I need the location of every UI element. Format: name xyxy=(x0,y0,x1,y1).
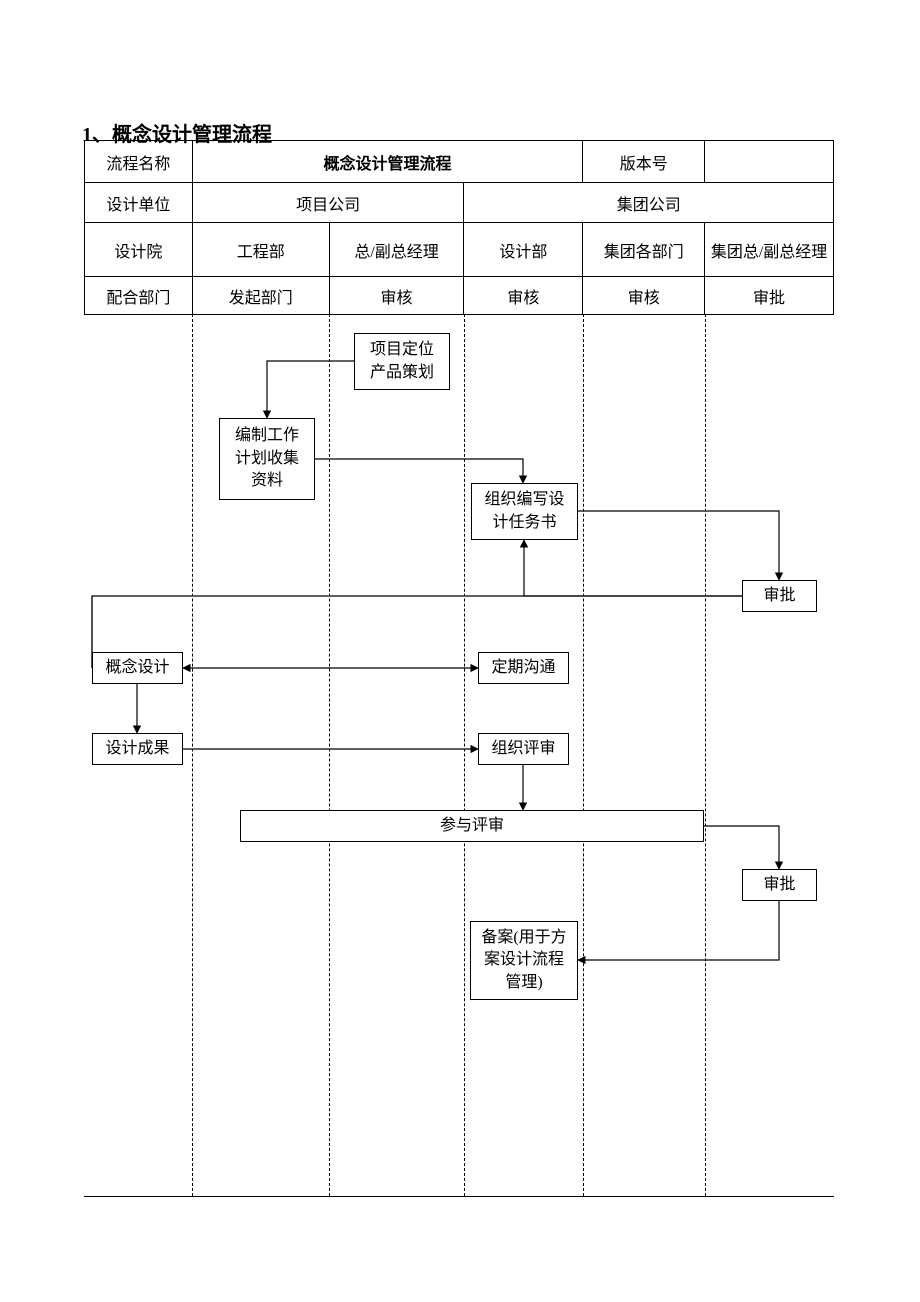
page-canvas: 1、概念设计管理流程 流程名称 概念设计管理流程 版本号 设计单位 项目公司 集… xyxy=(0,0,920,1302)
cell-r0c2: 版本号 xyxy=(583,141,705,183)
cell-r1c1: 项目公司 xyxy=(192,183,464,223)
flow-node-n_app1: 审批 xyxy=(742,580,817,612)
cell-r0c0: 流程名称 xyxy=(85,141,193,183)
flow-edge xyxy=(704,826,779,869)
swimlane-divider xyxy=(192,314,193,1196)
flow-node-n_part: 参与评审 xyxy=(240,810,704,842)
flow-edge xyxy=(315,459,523,483)
flow-node-n_app2: 审批 xyxy=(742,869,817,901)
flow-node-n_result: 设计成果 xyxy=(92,733,183,765)
header-table: 流程名称 概念设计管理流程 版本号 设计单位 项目公司 集团公司 设计院 工程部… xyxy=(84,140,834,315)
bottom-border xyxy=(84,1196,834,1197)
cell-r3c2: 审核 xyxy=(329,277,464,315)
flow-node-n_pos: 项目定位产品策划 xyxy=(354,333,450,390)
flow-edge xyxy=(578,901,779,960)
cell-r2c3: 设计部 xyxy=(464,223,583,277)
cell-r2c2: 总/副总经理 xyxy=(329,223,464,277)
flow-node-n_plan: 编制工作计划收集资料 xyxy=(219,418,315,500)
cell-r3c3: 审核 xyxy=(464,277,583,315)
flow-node-n_comm: 定期沟通 xyxy=(478,652,569,684)
cell-r1c0: 设计单位 xyxy=(85,183,193,223)
cell-r0c3 xyxy=(705,141,834,183)
flow-edge xyxy=(267,361,354,418)
cell-r3c1: 发起部门 xyxy=(192,277,329,315)
flow-edge xyxy=(578,511,779,580)
flow-node-n_concept: 概念设计 xyxy=(92,652,183,684)
cell-r0c1: 概念设计管理流程 xyxy=(192,141,582,183)
cell-r3c5: 审批 xyxy=(705,277,834,315)
cell-r3c0: 配合部门 xyxy=(85,277,193,315)
flow-node-n_review: 组织评审 xyxy=(478,733,569,765)
cell-r2c5: 集团总/副总经理 xyxy=(705,223,834,277)
flow-node-n_task: 组织编写设计任务书 xyxy=(471,483,578,540)
cell-r1c2: 集团公司 xyxy=(464,183,834,223)
cell-r2c0: 设计院 xyxy=(85,223,193,277)
cell-r3c4: 审核 xyxy=(583,277,705,315)
flow-edge xyxy=(524,540,742,596)
swimlane-divider xyxy=(705,314,706,1196)
flow-edge xyxy=(92,596,742,668)
cell-r2c1: 工程部 xyxy=(192,223,329,277)
cell-r2c4: 集团各部门 xyxy=(583,223,705,277)
swimlane-divider xyxy=(464,314,465,1196)
swimlane-divider xyxy=(583,314,584,1196)
flow-node-n_file: 备案(用于方案设计流程管理) xyxy=(470,921,578,1000)
swimlane-divider xyxy=(329,314,330,1196)
